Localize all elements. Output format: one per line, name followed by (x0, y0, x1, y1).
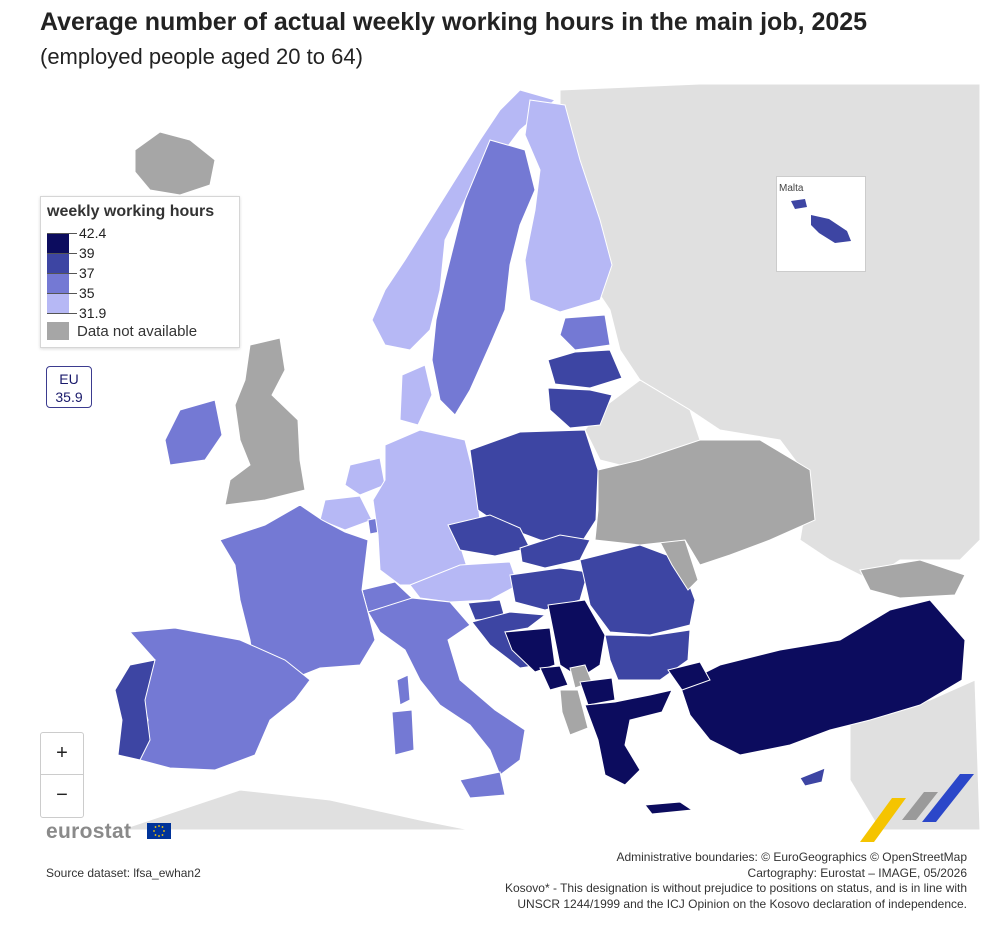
legend-break-42-4: 42.4 (47, 225, 231, 254)
legend-break-39: 39 (47, 245, 231, 274)
region-greece (584, 689, 673, 786)
corner-graphic-icon (860, 774, 974, 842)
region-malta (811, 215, 851, 243)
region-lithuania (547, 387, 613, 429)
region-sweden (431, 139, 536, 416)
legend-swatch-35-37 (47, 274, 69, 294)
legend-break-31-9: 31.9 (47, 305, 231, 334)
legend-swatch-37-39 (47, 254, 69, 274)
legend-label-35: 35 (79, 285, 95, 301)
region-germany (372, 429, 481, 586)
legend-na-label: Data not available (77, 323, 198, 340)
credits-line-boundaries: Administrative boundaries: © EuroGeograp… (616, 850, 967, 864)
zoom-in-button[interactable]: + (41, 733, 83, 775)
region-sicily (459, 771, 506, 799)
legend-label-37: 37 (79, 265, 95, 281)
legend-break-37: 37 (47, 265, 231, 294)
legend-label-42-4: 42.4 (79, 225, 107, 241)
credits-line-cartography: Cartography: Eurostat – IMAGE, 05/2026 (747, 865, 967, 880)
credits: Administrative boundaries: © EuroGeograp… (447, 850, 967, 912)
region-georgia (859, 559, 966, 599)
region-serbia (547, 599, 606, 679)
malta-inset: Malta (776, 176, 866, 272)
eu-badge-label: EU (59, 371, 79, 387)
legend-na-swatch (47, 322, 69, 340)
zoom-control: + − (40, 732, 84, 818)
region-hungary (509, 567, 589, 611)
eu-flag-icon (147, 823, 171, 839)
eurostat-logo-text: eurostat (46, 820, 132, 843)
region-albania (559, 689, 589, 736)
region-latvia (547, 349, 623, 389)
map-title: Average number of actual weekly working … (40, 8, 868, 36)
region-romania (579, 544, 696, 636)
region-belgium (319, 495, 373, 531)
region-france (219, 504, 376, 681)
region-turkey-thrace (667, 661, 711, 691)
region-ukraine (594, 439, 816, 566)
region-sardinia (391, 709, 415, 756)
malta-inset-map (791, 199, 851, 243)
region-crete (644, 801, 694, 815)
legend-swatch-39-42-4 (47, 234, 69, 254)
eu-badge-value: 35.9 (55, 389, 83, 405)
region-turkey (679, 599, 966, 756)
region-north-africa (119, 789, 471, 831)
legend-label-39: 39 (79, 245, 95, 261)
legend-break-35: 35 (47, 285, 231, 314)
region-corsica (396, 674, 411, 706)
legend-swatch-31-9-35 (47, 294, 69, 314)
legend-label-31-9: 31.9 (79, 305, 107, 321)
source-dataset: Source dataset: lfsa_ewhan2 (46, 866, 201, 880)
region-cyprus (799, 767, 826, 787)
region-gozo (791, 199, 807, 209)
region-iceland (134, 131, 216, 196)
region-finland (524, 99, 613, 313)
region-united-kingdom (224, 337, 306, 506)
region-austria (409, 561, 519, 603)
credits-line-kosovo-2: UNSCR 1244/1999 and the ICJ Opinion on t… (517, 896, 967, 911)
region-netherlands (344, 457, 386, 496)
credits-line-kosovo-1: Kosovo* - This designation is without pr… (504, 881, 967, 895)
region-ireland (164, 399, 223, 466)
region-portugal (114, 659, 156, 761)
region-montenegro (539, 665, 569, 691)
eu-average-badge: EU 35.9 (46, 366, 92, 408)
legend-title: weekly working hours (47, 203, 215, 220)
region-italy (367, 597, 526, 776)
region-estonia (559, 314, 611, 351)
map-subtitle: (employed people aged 20 to 64) (40, 44, 363, 69)
zoom-out-button[interactable]: − (56, 784, 68, 806)
region-denmark (399, 364, 433, 426)
legend: weekly working hours 42.4 39 37 35 31.9 … (40, 196, 240, 348)
region-north-macedonia (579, 677, 616, 706)
malta-inset-label: Malta (779, 183, 804, 194)
